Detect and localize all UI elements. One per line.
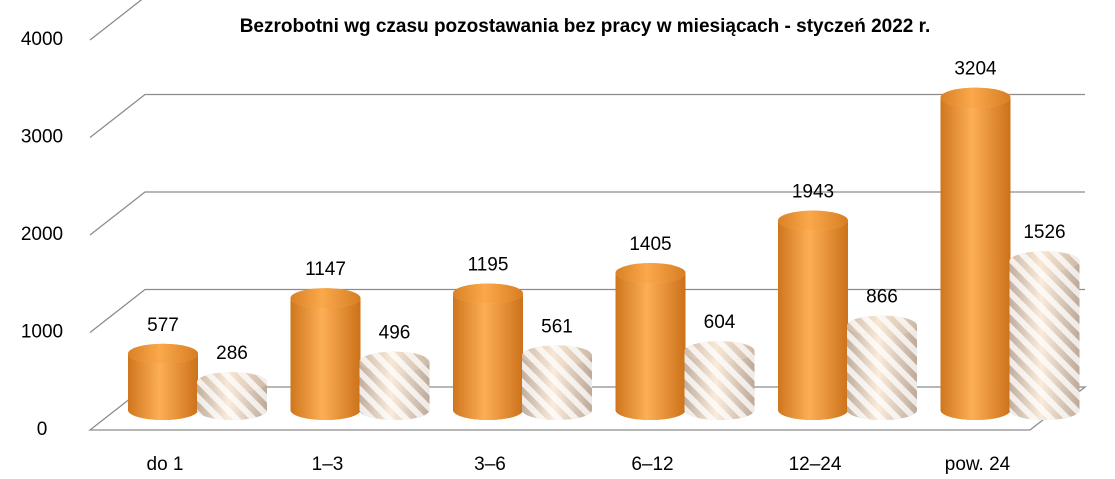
bar [522,345,592,420]
bar-hatch [197,382,267,420]
y-tick-label: 4000 [21,29,63,50]
bar-shade [290,298,361,420]
bar-top-shade [778,210,848,231]
data-label: 1943 [792,182,834,203]
bar [940,87,1011,421]
bar-top-shade [453,283,523,304]
data-label: 1526 [1023,222,1065,243]
data-label: 3204 [954,59,997,80]
data-label: 866 [866,287,898,308]
bar [197,372,267,420]
x-tick-label: 6–12 [631,454,673,475]
y-tick-label: 2000 [21,224,63,245]
bar-top-hatch [1009,251,1080,272]
bar-hatch [684,351,755,420]
y-tick-label: 3000 [21,127,63,148]
bar-shade [615,273,686,420]
bar-shade [453,293,523,420]
bar-top-hatch [684,341,755,362]
bar-top-shade [940,87,1011,108]
x-tick-label: 1–3 [312,454,344,475]
bar [615,263,686,420]
bar [847,315,917,420]
y-tick-label: 0 [37,419,48,440]
bar-hatch [359,361,430,420]
grid-line [89,191,1085,236]
bar-top-hatch [197,372,267,393]
bar-shade [128,353,198,420]
grid-line [88,386,1087,431]
bar-hatch [522,355,592,420]
data-label: 1405 [629,234,671,255]
data-label: 286 [216,343,248,364]
grid-line [89,288,1085,334]
chart-title: Bezrobotni wg czasu pozostawania bez pra… [240,16,931,37]
bar-top-shade [290,288,361,309]
bar-hatch [847,325,917,420]
bar-hatch [1009,261,1080,420]
bar [290,288,361,420]
bar-top-hatch [847,315,917,336]
bar-top-hatch [522,345,592,366]
data-label: 1195 [468,255,509,276]
bar [684,341,755,420]
grid-line [89,0,143,41]
data-label: 604 [704,312,736,333]
bar-shade [940,97,1011,421]
y-tick-label: 1000 [21,322,63,343]
bar [1009,251,1080,420]
data-label: 577 [147,315,179,336]
x-tick-label: 12–24 [789,454,842,475]
bar-top-shade [615,263,686,284]
grid-line [89,93,1085,139]
bar-top-shade [128,343,198,364]
bar [359,351,430,420]
data-label: 561 [541,316,573,337]
data-label: 496 [379,323,411,344]
x-tick-label: 3–6 [474,454,506,475]
bar [453,283,523,420]
bar [128,343,198,420]
bar-top-hatch [359,351,430,372]
bar [778,210,848,420]
bar-shade [778,220,848,420]
x-tick-label: do 1 [147,454,184,475]
x-tick-label: pow. 24 [945,454,1011,475]
data-label: 1147 [305,259,346,280]
